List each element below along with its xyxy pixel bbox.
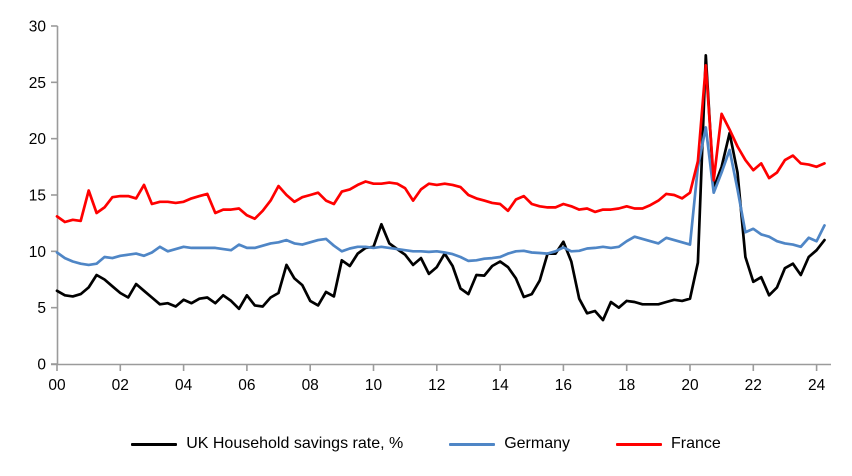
y-tick-label: 30	[29, 18, 47, 35]
x-tick-label: 12	[428, 377, 445, 394]
series-line-uk	[55, 53, 826, 322]
chart-svg: 0 5 10 15 20 25 30 00 02 04 06 08 10 12 14 16 18 20 22 24	[29, 18, 831, 394]
y-tick-label: 15	[29, 187, 46, 204]
x-tick-label: 22	[745, 377, 762, 394]
uk-legend-label: UK Household savings rate, %	[186, 435, 404, 452]
chart-legend: UK Household savings rate, % Germany Fra…	[0, 422, 852, 466]
x-tick-label: 04	[175, 377, 193, 394]
germany-legend-label: Germany	[504, 435, 570, 452]
x-tick-label: 20	[681, 377, 699, 394]
legend-item-france: France	[616, 435, 721, 453]
x-tick-label: 08	[302, 377, 319, 394]
plot-area: 0 5 10 15 20 25 30 00 02 04 06 08 10 12 14 16 18 20 22 24	[29, 18, 831, 394]
france-legend-label: France	[671, 435, 721, 452]
x-tick-label: 18	[618, 377, 635, 394]
y-tick-label: 0	[37, 357, 46, 374]
x-tick-label: 16	[555, 377, 572, 394]
y-tick-label: 10	[29, 244, 47, 261]
series-line-germany	[55, 126, 826, 267]
uk-line-swatch	[131, 442, 178, 446]
x-tick-label: 10	[365, 377, 383, 394]
france-line-swatch	[616, 442, 662, 446]
x-tick-label: 00	[48, 377, 66, 394]
x-tick-label: 24	[808, 377, 826, 394]
y-tick-label: 25	[29, 75, 46, 92]
y-tick-label: 20	[29, 131, 47, 148]
x-tick-label: 14	[491, 377, 509, 394]
x-tick-label: 02	[112, 377, 129, 394]
y-tick-label: 5	[37, 300, 46, 317]
legend-item-uk: UK Household savings rate, %	[131, 435, 403, 453]
legend-item-germany: Germany	[449, 435, 570, 453]
series-line-france	[55, 64, 826, 224]
x-tick-label: 06	[238, 377, 255, 394]
germany-line-swatch	[449, 442, 496, 446]
